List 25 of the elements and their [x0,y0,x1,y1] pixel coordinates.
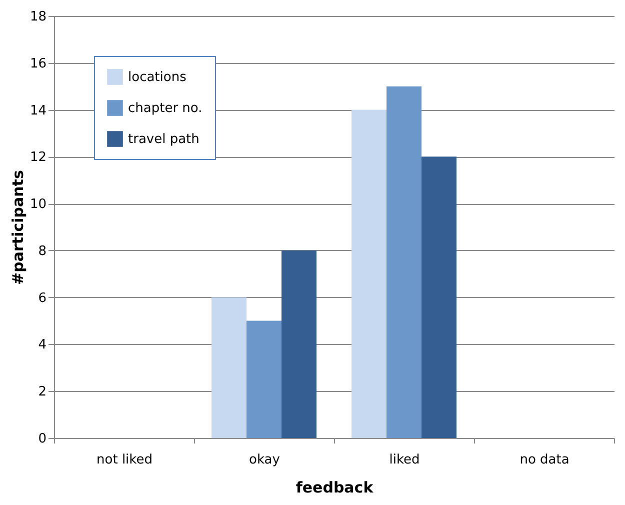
x-tick-label: no data [520,452,570,468]
bar [212,297,246,438]
x-tick-label: liked [389,452,420,468]
y-tick-label: 10 [30,197,46,212]
bar [422,156,456,438]
y-tick-label: 18 [30,10,46,24]
y-axis-title: #participants [8,170,27,285]
y-tick-label: 4 [38,338,46,353]
legend-label: chapter no. [128,101,202,116]
bar [352,110,386,438]
y-tick-label: 2 [38,384,46,400]
y-tick-label: 14 [30,103,46,118]
x-tick-label: not liked [96,452,152,468]
x-axis-title: feedback [296,478,374,496]
y-tick-label: 8 [38,244,46,259]
y-tick-label: 0 [38,432,46,446]
legend-label: travel path [128,132,200,147]
bar [386,86,422,438]
bar [282,250,316,438]
x-tick-label: okay [249,452,280,468]
y-tick-label: 12 [30,150,46,166]
y-tick-label: 16 [30,56,46,72]
legend-label: locations [128,70,187,85]
bar [246,320,282,438]
y-tick-label: 6 [38,290,46,306]
